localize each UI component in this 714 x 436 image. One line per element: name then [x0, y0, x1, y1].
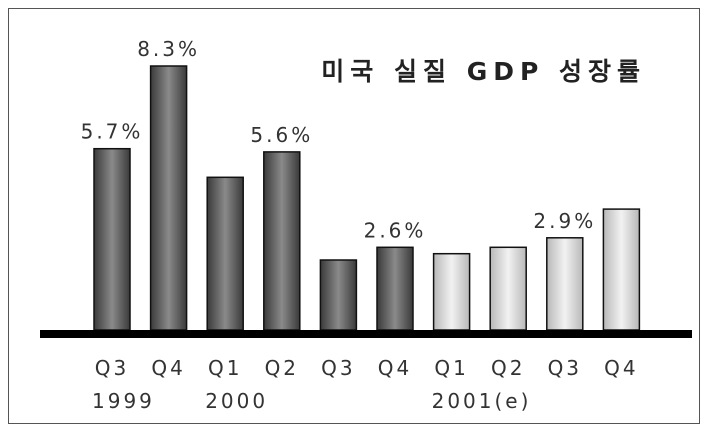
data-label-1: 5.7%: [81, 120, 144, 144]
data-label-2: 8.3%: [137, 37, 200, 61]
chart-title: 미국 실질 GDP 성장률: [321, 57, 646, 86]
bar-6: [376, 246, 414, 331]
tick-label-2: Q4: [151, 356, 185, 380]
bar-3: [206, 176, 244, 331]
data-labels-group: 5.7% 8.3% 5.6% 2.6% 2.9%: [81, 37, 596, 242]
tick-label-8: Q2: [491, 356, 525, 380]
tick-label-4: Q2: [265, 356, 299, 380]
bar-1: [93, 147, 131, 331]
year-label-1: 1999: [92, 389, 155, 413]
bar-10: [602, 208, 641, 331]
data-label-4: 5.6%: [250, 123, 313, 147]
bar-5: [319, 259, 358, 331]
bar-2: [149, 65, 188, 331]
bars-group: [93, 65, 641, 331]
year-label-2: 2000: [205, 389, 268, 413]
tick-label-5: Q3: [321, 356, 355, 380]
tick-label-7: Q1: [434, 356, 468, 380]
bar-7: [432, 252, 471, 331]
year-labels-group: 1999 2000 2001(e): [92, 389, 532, 413]
tick-label-9: Q3: [548, 356, 582, 380]
tick-label-3: Q1: [208, 356, 242, 380]
tick-label-6: Q4: [378, 356, 412, 380]
bar-4: [263, 151, 301, 331]
bar-9: [546, 237, 584, 331]
data-label-6: 2.6%: [364, 218, 427, 242]
tick-label-10: Q4: [604, 356, 638, 380]
x-axis-baseline: [40, 330, 692, 338]
bar-8: [489, 246, 527, 331]
data-label-9: 2.9%: [533, 209, 596, 233]
tick-labels-group: Q3 Q4 Q1 Q2 Q3 Q4 Q1 Q2 Q3 Q4: [95, 356, 638, 380]
tick-label-1: Q3: [95, 356, 129, 380]
year-label-3: 2001(e): [432, 389, 532, 413]
